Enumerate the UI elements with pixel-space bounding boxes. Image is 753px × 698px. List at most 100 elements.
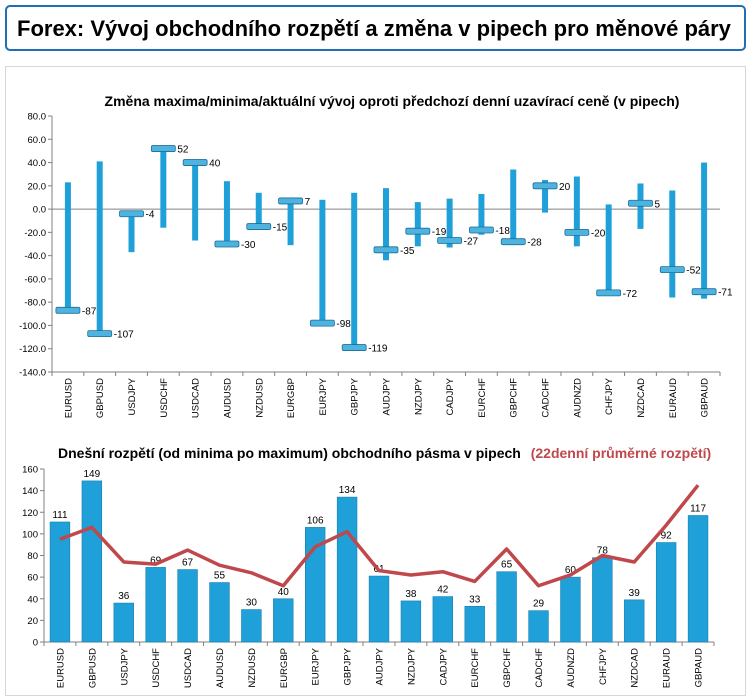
chart2-bar-label: 67: [182, 558, 194, 569]
chart1-y-tick-label: 0.0: [33, 205, 46, 216]
chart1-x-tick-label: EURAUD: [668, 378, 679, 418]
chart1-x-tick-label: EURCHF: [477, 378, 488, 418]
chart1-y-tick-label: 60.0: [28, 135, 47, 146]
chart2-bar: [432, 596, 453, 643]
chart1-range-bar: [510, 169, 517, 244]
chart2-x-tick-label: CADJPY: [438, 647, 449, 685]
chart1-current-marker: [532, 182, 558, 190]
chart1-current-label: -4: [146, 210, 155, 221]
chart1-current-label: 52: [177, 145, 189, 156]
chart2-bar: [496, 571, 517, 643]
chart1-range-bar: [192, 161, 199, 241]
chart1-current-marker: [341, 344, 367, 351]
chart1-x-tick-label: GBPAUD: [700, 378, 711, 418]
chart1-x-tick-label: AUDJPY: [382, 377, 393, 415]
chart1-x-tick-label: NZDCAD: [636, 378, 647, 418]
chart1-current-marker: [469, 226, 494, 234]
chart1-current-marker: [373, 246, 399, 254]
chart1-range-bar: [128, 211, 135, 253]
chart2-y-tick-label: 60: [27, 573, 38, 584]
chart2-x-tick-label: CHFJPY: [598, 647, 609, 685]
chart2-bar: [336, 496, 358, 643]
chart1-range-bar: [669, 190, 676, 298]
chart2-bar-label: 42: [437, 585, 449, 596]
chart1-y-tick-label: -140.0: [19, 368, 46, 379]
chart2-x-tick-label: GBPUSD: [87, 648, 98, 688]
chart1-current-marker: [87, 330, 113, 338]
chart2-x-tick-label: NZDUSD: [247, 648, 258, 688]
chart1-current-label: 40: [209, 159, 221, 170]
chart1-current-marker: [182, 159, 208, 166]
chart1-range-bar: [414, 202, 421, 247]
header-box: Forex: Vývoj obchodního rozpětí a změna …: [5, 5, 746, 51]
chart1-current-label: 20: [559, 182, 571, 193]
chart1-range-bar: [351, 192, 358, 349]
page-title: Forex: Vývoj obchodního rozpětí a změna …: [17, 16, 731, 41]
chart1-current-label: -72: [623, 289, 638, 300]
chart1-x-tick-label: CADCHF: [541, 378, 552, 418]
chart2-bar-label: 30: [246, 598, 258, 609]
chart2-y-tick-label: 80: [27, 551, 38, 562]
chart2-bar-label: 39: [629, 588, 641, 599]
chart1: 80.0 60.0 40.0 20.0 0.0 -20.0 -40.0 -60.0 -80.0 -…: [19, 112, 733, 419]
chart1-current-marker: [564, 228, 590, 236]
chart2-x-tick-label: USDJPY: [119, 647, 130, 685]
chart2-bar-label: 60: [565, 565, 577, 576]
chart1-x-tick-label: GBPJPY: [350, 377, 361, 415]
chart1-current-label: -98: [336, 319, 351, 330]
chart1-range-bar: [542, 180, 549, 213]
chart1-x-tick-label: USDCHF: [159, 378, 170, 418]
chart1-current-marker: [437, 237, 463, 244]
chart1-range-bar: [605, 204, 612, 296]
chart1-current-label: -20: [591, 228, 606, 239]
chart1-x-tick-label: CHFJPY: [604, 377, 615, 415]
chart2-x-tick-label: EURCHF: [470, 648, 481, 688]
chart1-current-marker: [119, 210, 144, 218]
chart1-range-bar: [287, 199, 294, 246]
chart2-bar: [113, 602, 134, 643]
chart1-y-tick-label: -60.0: [24, 274, 46, 285]
chart2-bar-label: 117: [690, 503, 706, 514]
chart2-bar-label: 92: [661, 531, 673, 542]
chart1-x-tick-label: USDJPY: [127, 377, 138, 415]
chart2-bar-label: 55: [214, 571, 226, 582]
chart2-bar-label: 106: [307, 515, 324, 526]
chart1-current-label: -35: [400, 246, 415, 257]
chart2-bar: [49, 521, 71, 643]
chart1-x-tick-label: EURJPY: [318, 377, 329, 415]
chart2-y-tick-label: 0: [33, 638, 38, 649]
chart2-bar-label: 36: [118, 591, 130, 602]
chart2-bar: [81, 480, 103, 643]
chart1-range-bar: [478, 193, 485, 235]
chart1-range-bar: [701, 162, 708, 299]
chart1-current-label: -52: [686, 266, 701, 277]
chart1-current-marker: [500, 238, 526, 246]
chart2-x-tick-label: GBPCHF: [502, 648, 513, 688]
chart1-current-marker: [278, 197, 303, 205]
chart2-x-tick-label: EURAUD: [662, 648, 673, 688]
chart1-current-label: -30: [241, 240, 256, 251]
chart1-x-tick-label: GBPCHF: [509, 378, 520, 418]
chart1-y-tick-label: -120.0: [19, 344, 46, 355]
chart1-range-bar: [160, 147, 167, 228]
chart1-x-tick-label: EURUSD: [63, 378, 74, 418]
chart1-current-label: -27: [464, 237, 479, 248]
chart2-bar: [464, 606, 485, 643]
chart1-x-tick-label: AUDUSD: [222, 378, 233, 418]
chart1-current-marker: [246, 223, 272, 230]
chart2-bar: [400, 600, 422, 643]
chart2-x-tick-label: AUDJPY: [375, 647, 386, 685]
chart2-bar-label: 149: [84, 469, 101, 480]
chart1-current-label: 5: [654, 199, 660, 210]
chart2-x-tick-label: EURJPY: [311, 647, 322, 685]
chart2-x-tick-label: EURUSD: [55, 648, 66, 688]
chart1-range-bar: [96, 161, 103, 335]
chart2-bar: [273, 598, 294, 643]
chart1-current-marker: [628, 199, 653, 207]
chart2-x-tick-label: EURGBP: [279, 648, 290, 688]
chart1-x-tick-label: CADJPY: [445, 377, 456, 415]
chart2-bar: [177, 569, 198, 643]
chart2-y-tick-label: 100: [22, 529, 38, 540]
chart1-current-label: -28: [527, 238, 542, 249]
